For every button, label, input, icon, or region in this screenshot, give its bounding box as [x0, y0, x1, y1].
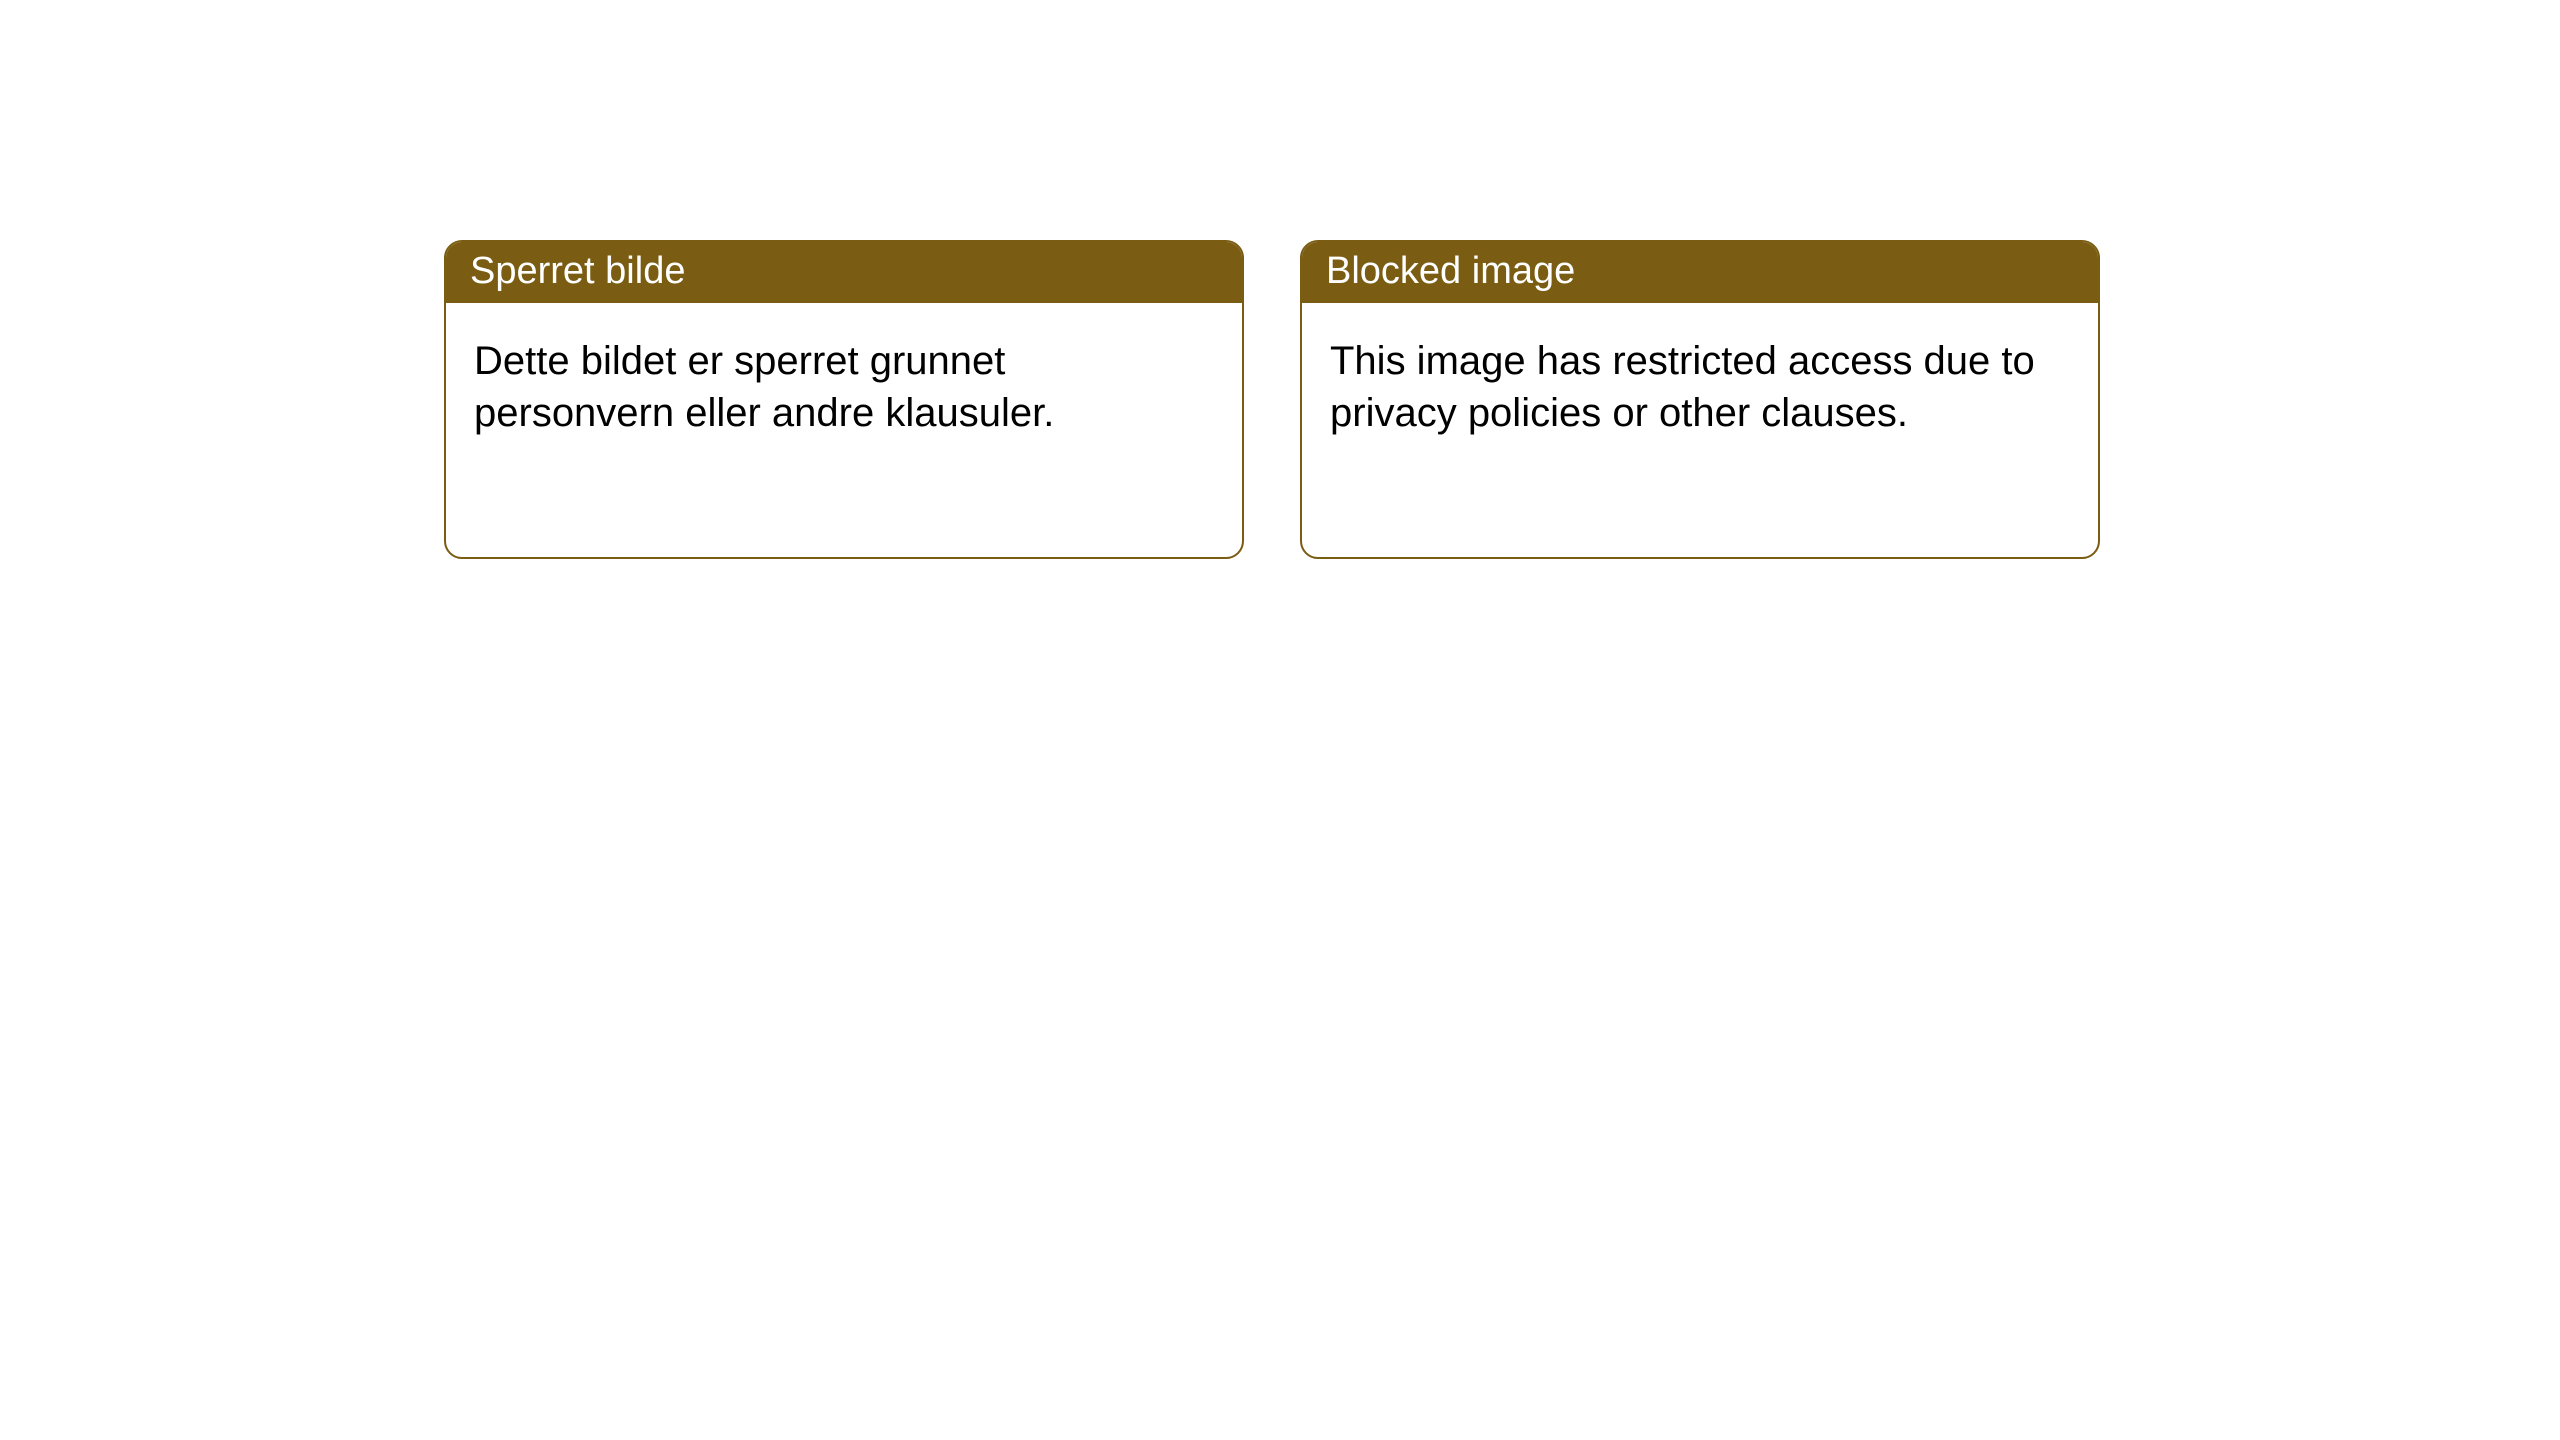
notice-header: Sperret bilde — [446, 242, 1242, 303]
notice-body: This image has restricted access due to … — [1302, 303, 2098, 557]
notice-body: Dette bildet er sperret grunnet personve… — [446, 303, 1242, 557]
notice-body-text: Dette bildet er sperret grunnet personve… — [474, 339, 1054, 435]
notice-container: Sperret bilde Dette bildet er sperret gr… — [444, 240, 2100, 559]
notice-title: Blocked image — [1326, 250, 1575, 292]
notice-title: Sperret bilde — [470, 250, 685, 292]
notice-card-norwegian: Sperret bilde Dette bildet er sperret gr… — [444, 240, 1244, 559]
notice-body-text: This image has restricted access due to … — [1330, 339, 2035, 435]
notice-header: Blocked image — [1302, 242, 2098, 303]
notice-card-english: Blocked image This image has restricted … — [1300, 240, 2100, 559]
